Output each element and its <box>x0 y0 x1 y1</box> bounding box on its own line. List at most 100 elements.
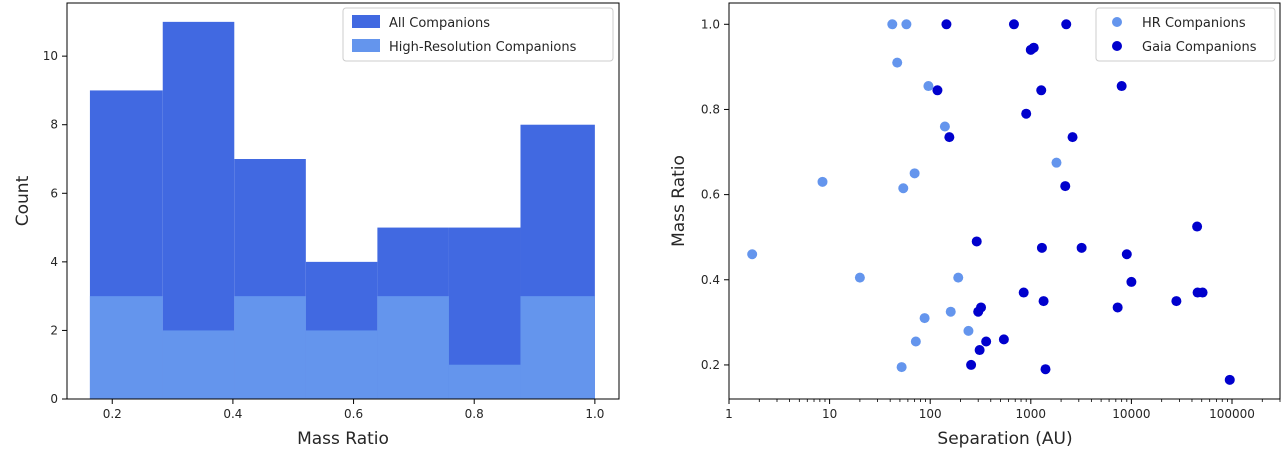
histogram-legend-box <box>342 7 614 62</box>
hr-companion-point-8 <box>901 19 912 30</box>
scatter-x-tick-label: 100 <box>919 407 942 421</box>
scatter-legend-box <box>1095 7 1276 62</box>
scatter-x-tick-label: 10000 <box>1112 407 1150 421</box>
gaia-companion-point-19 <box>1040 364 1051 375</box>
gaia-companion-point-29 <box>1192 221 1203 232</box>
gaia-companion-point-16 <box>1036 85 1047 96</box>
gaia-companion-point-15 <box>1028 42 1039 53</box>
hr-companion-point-10 <box>910 336 921 347</box>
histogram-x-tick-label: 0.2 <box>103 407 122 421</box>
scatter-y-axis-label: Mass Ratio <box>669 155 689 247</box>
gaia-companion-point-28 <box>1171 296 1182 307</box>
legend-label-all-companions: All Companions <box>389 16 490 31</box>
histogram-x-tick-label: 0.8 <box>465 407 484 421</box>
gaia-companion-point-31 <box>1197 287 1208 298</box>
gaia-companion-point-3 <box>944 132 955 143</box>
histogram-y-tick-label: 2 <box>50 323 58 337</box>
legend-swatch-high-resolution-companions <box>352 39 380 52</box>
bar-high-res-bin-7 <box>520 296 595 399</box>
scatter-x-tick-label: 10 <box>822 407 837 421</box>
gaia-companion-point-24 <box>1112 302 1123 313</box>
gaia-companion-point-11 <box>1008 19 1019 30</box>
scatter-y-tick-label: 0.4 <box>701 273 720 287</box>
histogram-bars <box>89 21 595 399</box>
hr-companion-point-11 <box>919 313 930 324</box>
bar-high-res-bin-5 <box>377 296 449 399</box>
hr-companion-point-3 <box>854 272 865 283</box>
scatter-y-ticks: 0.2 0.4 0.6 0.8 1.0 <box>701 17 729 372</box>
gaia-companion-point-12 <box>1018 287 1029 298</box>
hr-companion-point-2 <box>817 176 828 187</box>
histogram-frame <box>66 2 620 400</box>
gaia-companion-point-13 <box>1021 108 1032 119</box>
histogram-y-tick-label: 4 <box>50 255 58 269</box>
bar-high-res-bin-1 <box>89 296 163 399</box>
gaia-companion-point-17 <box>1036 242 1047 253</box>
scatter-points <box>747 19 1235 385</box>
bar-high-res-bin-3 <box>234 296 306 399</box>
gaia-companion-point-25 <box>1116 81 1127 92</box>
histogram-panel: 0.2 0.4 0.6 0.8 1.0 0 2 4 6 8 10 Mass Ratio Count… <box>13 2 620 449</box>
histogram-x-tick-label: 1.0 <box>585 407 604 421</box>
gaia-companion-point-21 <box>1061 19 1072 30</box>
histogram-y-ticks: 0 2 4 6 8 10 <box>43 49 67 406</box>
scatter-x-axis-label: Separation (AU) <box>937 429 1072 449</box>
scatter-y-tick-label: 1.0 <box>701 17 720 31</box>
scatter-y-tick-label: 0.8 <box>701 102 720 116</box>
hr-companion-point-15 <box>953 272 964 283</box>
gaia-companion-point-8 <box>976 302 987 313</box>
histogram-y-tick-label: 10 <box>43 49 58 63</box>
hr-companion-point-6 <box>896 362 907 373</box>
histogram-x-tick-label: 0.6 <box>344 407 363 421</box>
histogram-x-tick-label: 0.4 <box>223 407 242 421</box>
gaia-companion-point-32 <box>1224 374 1235 385</box>
legend-label-gaia-companions: Gaia Companions <box>1142 40 1257 55</box>
gaia-companion-point-22 <box>1067 132 1078 143</box>
hr-companion-point-9 <box>909 168 920 179</box>
histogram-y-axis-label: Count <box>13 175 33 226</box>
gaia-companion-point-5 <box>971 236 982 247</box>
gaia-companion-point-2 <box>941 19 952 30</box>
gaia-companion-point-26 <box>1121 249 1132 260</box>
legend-label-high-resolution-companions: High-Resolution Companions <box>389 40 577 55</box>
hr-companion-point-1 <box>747 249 758 260</box>
scatter-x-ticks: 1 10 100 1000 10000 100000 <box>725 399 1281 421</box>
scatter-y-tick-label: 0.6 <box>701 188 720 202</box>
gaia-companion-point-1 <box>932 85 943 96</box>
gaia-companion-point-4 <box>966 359 977 370</box>
gaia-companion-point-10 <box>998 334 1009 345</box>
scatter-x-tick-label: 100000 <box>1209 407 1255 421</box>
histogram-x-ticks: 0.2 0.4 0.6 0.8 1.0 <box>103 399 604 421</box>
gaia-companion-point-9 <box>981 336 992 347</box>
hr-companion-point-7 <box>898 183 909 194</box>
gaia-companion-point-23 <box>1076 242 1087 253</box>
scatter-y-tick-label: 0.2 <box>701 358 720 372</box>
hr-companion-point-17 <box>1051 157 1062 168</box>
scatter-plot-area <box>729 3 1280 399</box>
histogram-y-tick-label: 6 <box>50 186 58 200</box>
scatter-panel: 1 10 100 1000 10000 100000 0.2 0.4 0.6 0.8 1.0 Se… <box>669 2 1281 449</box>
scatter-legend: HR Companions Gaia Companions <box>1095 7 1276 62</box>
hr-companion-point-16 <box>963 325 974 336</box>
scatter-x-tick-label: 1 <box>725 407 733 421</box>
scatter-x-tick-label: 1000 <box>1016 407 1047 421</box>
histogram-x-axis-label: Mass Ratio <box>297 429 389 449</box>
bar-high-res-bin-4 <box>305 330 378 399</box>
histogram-legend: All Companions High-Resolution Companion… <box>342 7 614 62</box>
histogram-y-tick-label: 0 <box>50 392 58 406</box>
hr-companion-point-12 <box>923 81 934 92</box>
gaia-companion-point-18 <box>1038 296 1049 307</box>
legend-swatch-all-companions <box>352 15 380 28</box>
gaia-companion-point-20 <box>1060 181 1071 192</box>
gaia-companion-point-27 <box>1126 276 1137 287</box>
legend-marker-gaia-companions <box>1112 41 1122 51</box>
scatter-frame <box>728 2 1281 400</box>
hr-companion-point-5 <box>892 57 903 68</box>
legend-label-hr-companions: HR Companions <box>1142 16 1246 31</box>
hr-companion-point-4 <box>887 19 898 30</box>
hr-companion-point-14 <box>945 306 956 317</box>
legend-marker-hr-companions <box>1112 17 1122 27</box>
bar-high-res-bin-2 <box>162 330 235 399</box>
histogram-y-tick-label: 8 <box>50 118 58 132</box>
